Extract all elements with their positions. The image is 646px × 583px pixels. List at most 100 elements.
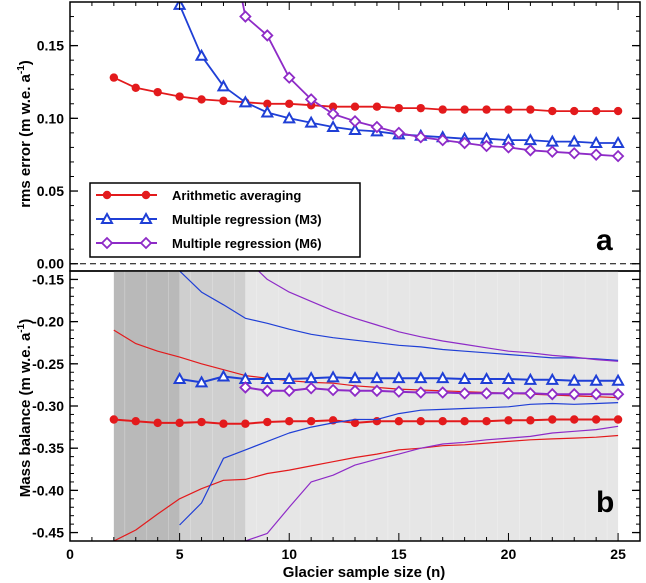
panel-a-label: a bbox=[596, 224, 613, 257]
data-point bbox=[326, 119, 340, 133]
legend-marker-m3 bbox=[139, 211, 153, 224]
y-axis-label-b-close: ) bbox=[17, 319, 34, 324]
data-point bbox=[153, 87, 162, 97]
data-point bbox=[546, 387, 559, 401]
data-point bbox=[482, 105, 491, 114]
data-point bbox=[216, 79, 231, 92]
data-point bbox=[172, 371, 187, 384]
range-upper-line bbox=[179, 271, 619, 361]
data-point bbox=[591, 415, 601, 424]
data-point bbox=[197, 95, 206, 104]
legend: Arithmetic averaging Multiple regression… bbox=[89, 182, 361, 258]
data-point bbox=[611, 149, 625, 163]
x-tick-label: 10 bbox=[281, 546, 297, 562]
data-point bbox=[241, 419, 250, 428]
data-point bbox=[414, 371, 428, 384]
y-axis-label-b-exponent: -1 bbox=[16, 323, 27, 332]
data-point bbox=[348, 384, 362, 398]
data-point bbox=[567, 387, 581, 401]
panel-a-plot-area bbox=[70, 2, 640, 265]
data-point bbox=[567, 134, 581, 147]
data-point bbox=[197, 417, 206, 427]
data-point bbox=[239, 381, 252, 394]
data-point bbox=[175, 92, 184, 101]
panel-b-data: -0.15 -0.20 -0.25 -0.30 -0.35 -0.40 -0.450 5 10 1… bbox=[32, 270, 641, 562]
y-tick-label: -0.40 bbox=[32, 482, 64, 498]
data-point bbox=[416, 416, 425, 426]
data-point bbox=[458, 136, 471, 150]
data-point bbox=[219, 419, 228, 428]
y-tick-label: -0.15 bbox=[32, 271, 64, 287]
data-point bbox=[394, 416, 404, 426]
data-point bbox=[131, 416, 140, 426]
data-point bbox=[613, 106, 623, 116]
data-point bbox=[591, 106, 601, 116]
y-axis-label-b: Mass balance (m w.e. a-1) bbox=[16, 319, 34, 497]
data-point bbox=[282, 71, 296, 84]
y-tick-label: 0.00 bbox=[37, 256, 64, 272]
panel-b-plot-area bbox=[109, 271, 625, 541]
data-point bbox=[348, 122, 362, 135]
x-tick-label: 25 bbox=[610, 546, 626, 562]
data-point bbox=[350, 102, 360, 111]
data-point bbox=[589, 387, 603, 401]
data-point bbox=[261, 384, 274, 398]
data-point bbox=[304, 93, 318, 106]
data-point bbox=[414, 130, 428, 144]
data-point bbox=[570, 415, 579, 424]
data-point bbox=[436, 386, 449, 399]
data-point bbox=[438, 105, 447, 114]
data-point bbox=[370, 371, 384, 384]
data-point bbox=[372, 102, 382, 111]
x-tick-label: 20 bbox=[501, 546, 517, 562]
data-point bbox=[545, 372, 560, 385]
data-point bbox=[392, 385, 406, 398]
data-point bbox=[238, 95, 253, 108]
data-point bbox=[282, 371, 296, 384]
data-point bbox=[416, 103, 425, 113]
data-point bbox=[328, 102, 338, 111]
series-multiple-regression-m6 bbox=[239, 381, 625, 401]
y-axis-label-a-close: ) bbox=[17, 60, 34, 65]
legend-marker-m3 bbox=[100, 211, 114, 224]
data-point bbox=[482, 416, 491, 426]
legend-marker-m6 bbox=[100, 236, 114, 250]
y-axis-label-b-text: Mass balance (m w.e. a bbox=[17, 332, 34, 497]
data-point bbox=[526, 105, 535, 114]
data-point bbox=[394, 103, 404, 113]
data-point bbox=[611, 373, 625, 386]
data-point bbox=[304, 382, 318, 395]
data-point bbox=[263, 417, 272, 427]
data-point bbox=[611, 135, 625, 149]
panel-b-frame bbox=[69, 270, 641, 542]
data-point bbox=[263, 99, 272, 108]
y-tick-label: -0.25 bbox=[32, 356, 64, 372]
x-tick-label: 0 bbox=[66, 546, 74, 562]
y-tick-label: -0.35 bbox=[32, 440, 64, 456]
data-point bbox=[589, 148, 603, 161]
data-point bbox=[194, 375, 209, 388]
data-point bbox=[414, 386, 428, 399]
data-point bbox=[306, 416, 316, 426]
shaded-band bbox=[113, 271, 180, 541]
legend-marker-m6 bbox=[139, 236, 153, 250]
panel-a-data: 0.00 0.05 0.10 0.15 bbox=[37, 1, 641, 272]
y-tick-label: 0.10 bbox=[37, 110, 64, 126]
data-point bbox=[219, 96, 228, 106]
data-point bbox=[546, 145, 559, 159]
data-point bbox=[392, 371, 406, 384]
legend-marker-arithmetic bbox=[141, 190, 151, 200]
data-point bbox=[239, 10, 252, 23]
x-tick-label: 15 bbox=[391, 546, 407, 562]
legend-label-m3: Multiple regression (M3) bbox=[172, 212, 322, 227]
range-lower-line bbox=[113, 434, 619, 541]
data-point bbox=[611, 387, 625, 401]
series-arithmetic-averaging bbox=[109, 73, 623, 116]
data-point bbox=[526, 416, 535, 425]
range-lower-line bbox=[245, 425, 619, 541]
legend-label-arithmetic: Arithmetic averaging bbox=[172, 188, 301, 203]
data-point bbox=[109, 415, 119, 424]
series-multiple-regression-m3-range bbox=[179, 271, 619, 526]
y-axis-label-a-text: rms error (m w.e. a bbox=[17, 73, 34, 207]
